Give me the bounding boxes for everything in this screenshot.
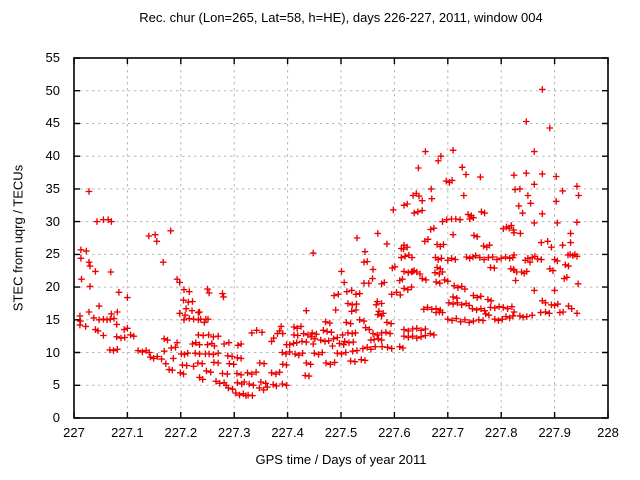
x-tick-label: 227.6 xyxy=(378,425,411,440)
plot-border xyxy=(73,57,609,419)
y-tick-label: 45 xyxy=(45,115,60,131)
x-tick-label: 227.4 xyxy=(271,425,304,440)
y-tick-label: 50 xyxy=(45,82,60,98)
y-tick-label: 0 xyxy=(52,410,60,425)
y-tick-label: 55 xyxy=(45,50,60,65)
x-tick-label: 227 xyxy=(63,425,85,440)
y-tick-label: 35 xyxy=(45,180,60,196)
y-tick-label: 20 xyxy=(45,279,60,295)
scatter-points xyxy=(76,86,582,399)
x-tick-label: 227.9 xyxy=(538,425,571,440)
x-tick-label: 227.2 xyxy=(164,425,198,440)
chart-title: Rec. chur (Lon=265, Lat=58, h=HE), days … xyxy=(139,10,543,25)
x-tick-label: 227.1 xyxy=(111,425,144,440)
x-tick-label: 227.7 xyxy=(431,425,465,440)
x-axis-label: GPS time / Days of year 2011 xyxy=(255,452,427,467)
x-tick-label: 228 xyxy=(597,425,619,440)
x-tick-label: 227.3 xyxy=(217,425,251,440)
gridlines xyxy=(74,58,608,418)
y-tick-label: 15 xyxy=(45,311,60,327)
x-tick-label: 227.5 xyxy=(324,425,358,440)
x-tick-label: 227.8 xyxy=(484,425,518,440)
y-tick-label: 10 xyxy=(45,344,60,360)
y-tick-label: 30 xyxy=(45,213,60,229)
y-tick-label: 40 xyxy=(45,148,60,164)
y-tick-label: 5 xyxy=(52,377,60,393)
y-tick-label: 25 xyxy=(45,246,60,262)
